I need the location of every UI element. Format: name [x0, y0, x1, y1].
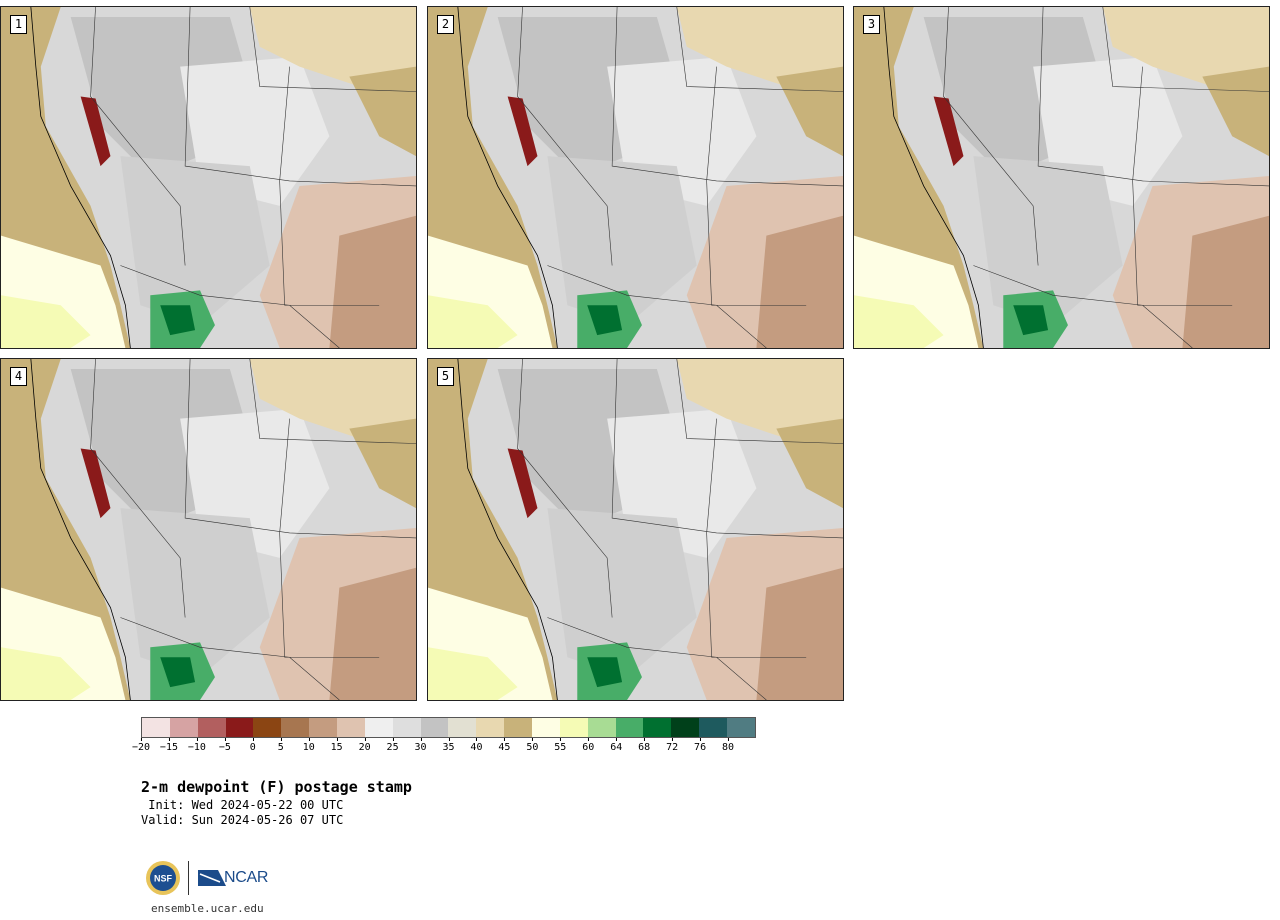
member-1-map-panel[interactable]: 1 [0, 6, 417, 349]
colorbar-swatch [364, 718, 393, 737]
colorbar-swatch [225, 718, 254, 737]
colorbar-tick-label: 60 [582, 738, 595, 753]
colorbar-swatch [420, 718, 449, 737]
colorbar-tick-label: 30 [414, 738, 427, 753]
colorbar-swatch [727, 718, 755, 737]
colorbar-swatch [615, 718, 644, 737]
colorbar-tick-label: 64 [610, 738, 623, 753]
colorbar-swatch [392, 718, 421, 737]
colorbar-swatch [476, 718, 505, 737]
colorbar-swatch [504, 718, 533, 737]
title-block: 2-m dewpoint (F) postage stamp Init: Wed… [141, 778, 412, 828]
colorbar-swatch [587, 718, 616, 737]
colorbar-tick-label: 45 [498, 738, 511, 753]
ncar-mark-icon [198, 870, 226, 886]
colorbar-swatch [253, 718, 282, 737]
colorbar-tick-label: 76 [694, 738, 707, 753]
member-2-map-panel[interactable]: 2 [427, 6, 844, 349]
colorbar-tick-label: −20 [131, 738, 151, 753]
site-url[interactable]: ensemble.ucar.edu [151, 902, 264, 915]
member-4-map-panel[interactable]: 4 [0, 358, 417, 701]
colorbar-tick-label: 25 [386, 738, 399, 753]
colorbar-tick-label: 10 [302, 738, 315, 753]
panel-number-label: 1 [10, 15, 27, 34]
colorbar-swatch [559, 718, 588, 737]
init-time: Init: Wed 2024-05-22 00 UTC [141, 798, 344, 812]
colorbar-tick-label: 5 [277, 738, 284, 753]
colorbar-tick-label: −10 [187, 738, 206, 753]
colorbar-swatch [309, 718, 338, 737]
figure-title: 2-m dewpoint (F) postage stamp [141, 778, 412, 796]
colorbar-swatch [671, 718, 700, 737]
svg-text:NSF: NSF [154, 874, 173, 884]
colorbar-swatch [142, 718, 170, 737]
panel-number-label: 4 [10, 367, 27, 386]
colorbar-tick-label: 80 [722, 738, 735, 753]
valid-time: Valid: Sun 2024-05-26 07 UTC [141, 813, 344, 827]
colorbar-tick-label: 0 [249, 738, 256, 753]
panel-number-label: 5 [437, 367, 454, 386]
colorbar-tick-labels: −20 −15 −10 −5 0 5 10 15 20 25 30 35 40 45 50 55 60 64 68 7… [132, 738, 756, 756]
logo-divider [188, 861, 189, 895]
colorbar-tick-label: −15 [159, 738, 178, 753]
colorbar-swatch [281, 718, 310, 737]
colorbar [141, 717, 756, 738]
colorbar-tick-label: 68 [638, 738, 651, 753]
panel-number-label: 3 [863, 15, 880, 34]
member-3-map-panel[interactable]: 3 [853, 6, 1270, 349]
member-5-map-panel[interactable]: 5 [427, 358, 844, 701]
colorbar-tick-label: 20 [358, 738, 371, 753]
colorbar-swatch [643, 718, 672, 737]
colorbar-tick-label: 40 [470, 738, 483, 753]
ncar-wordmark: NCAR [224, 869, 269, 886]
dewpoint-map [1, 7, 416, 348]
colorbar-swatch [448, 718, 477, 737]
dewpoint-map [854, 7, 1269, 348]
panel-number-label: 2 [437, 15, 454, 34]
colorbar-tick-label: 72 [666, 738, 679, 753]
colorbar-swatch [532, 718, 560, 737]
colorbar-swatch [699, 718, 728, 737]
logo-bar: NSF NCAR [145, 860, 268, 896]
nsf-logo[interactable]: NSF [145, 860, 181, 896]
dewpoint-map [1, 359, 416, 700]
colorbar-tick-label: 35 [442, 738, 455, 753]
colorbar-swatch [197, 718, 226, 737]
ncar-logo[interactable]: NCAR [198, 868, 268, 888]
colorbar-tick-label: 15 [330, 738, 343, 753]
colorbar-tick-label: 50 [526, 738, 539, 753]
dewpoint-map [428, 7, 843, 348]
colorbar-tick-label: −5 [218, 738, 231, 753]
colorbar-swatch [337, 718, 365, 737]
dewpoint-map [428, 359, 843, 700]
colorbar-tick-label: 55 [554, 738, 567, 753]
colorbar-swatch [169, 718, 198, 737]
